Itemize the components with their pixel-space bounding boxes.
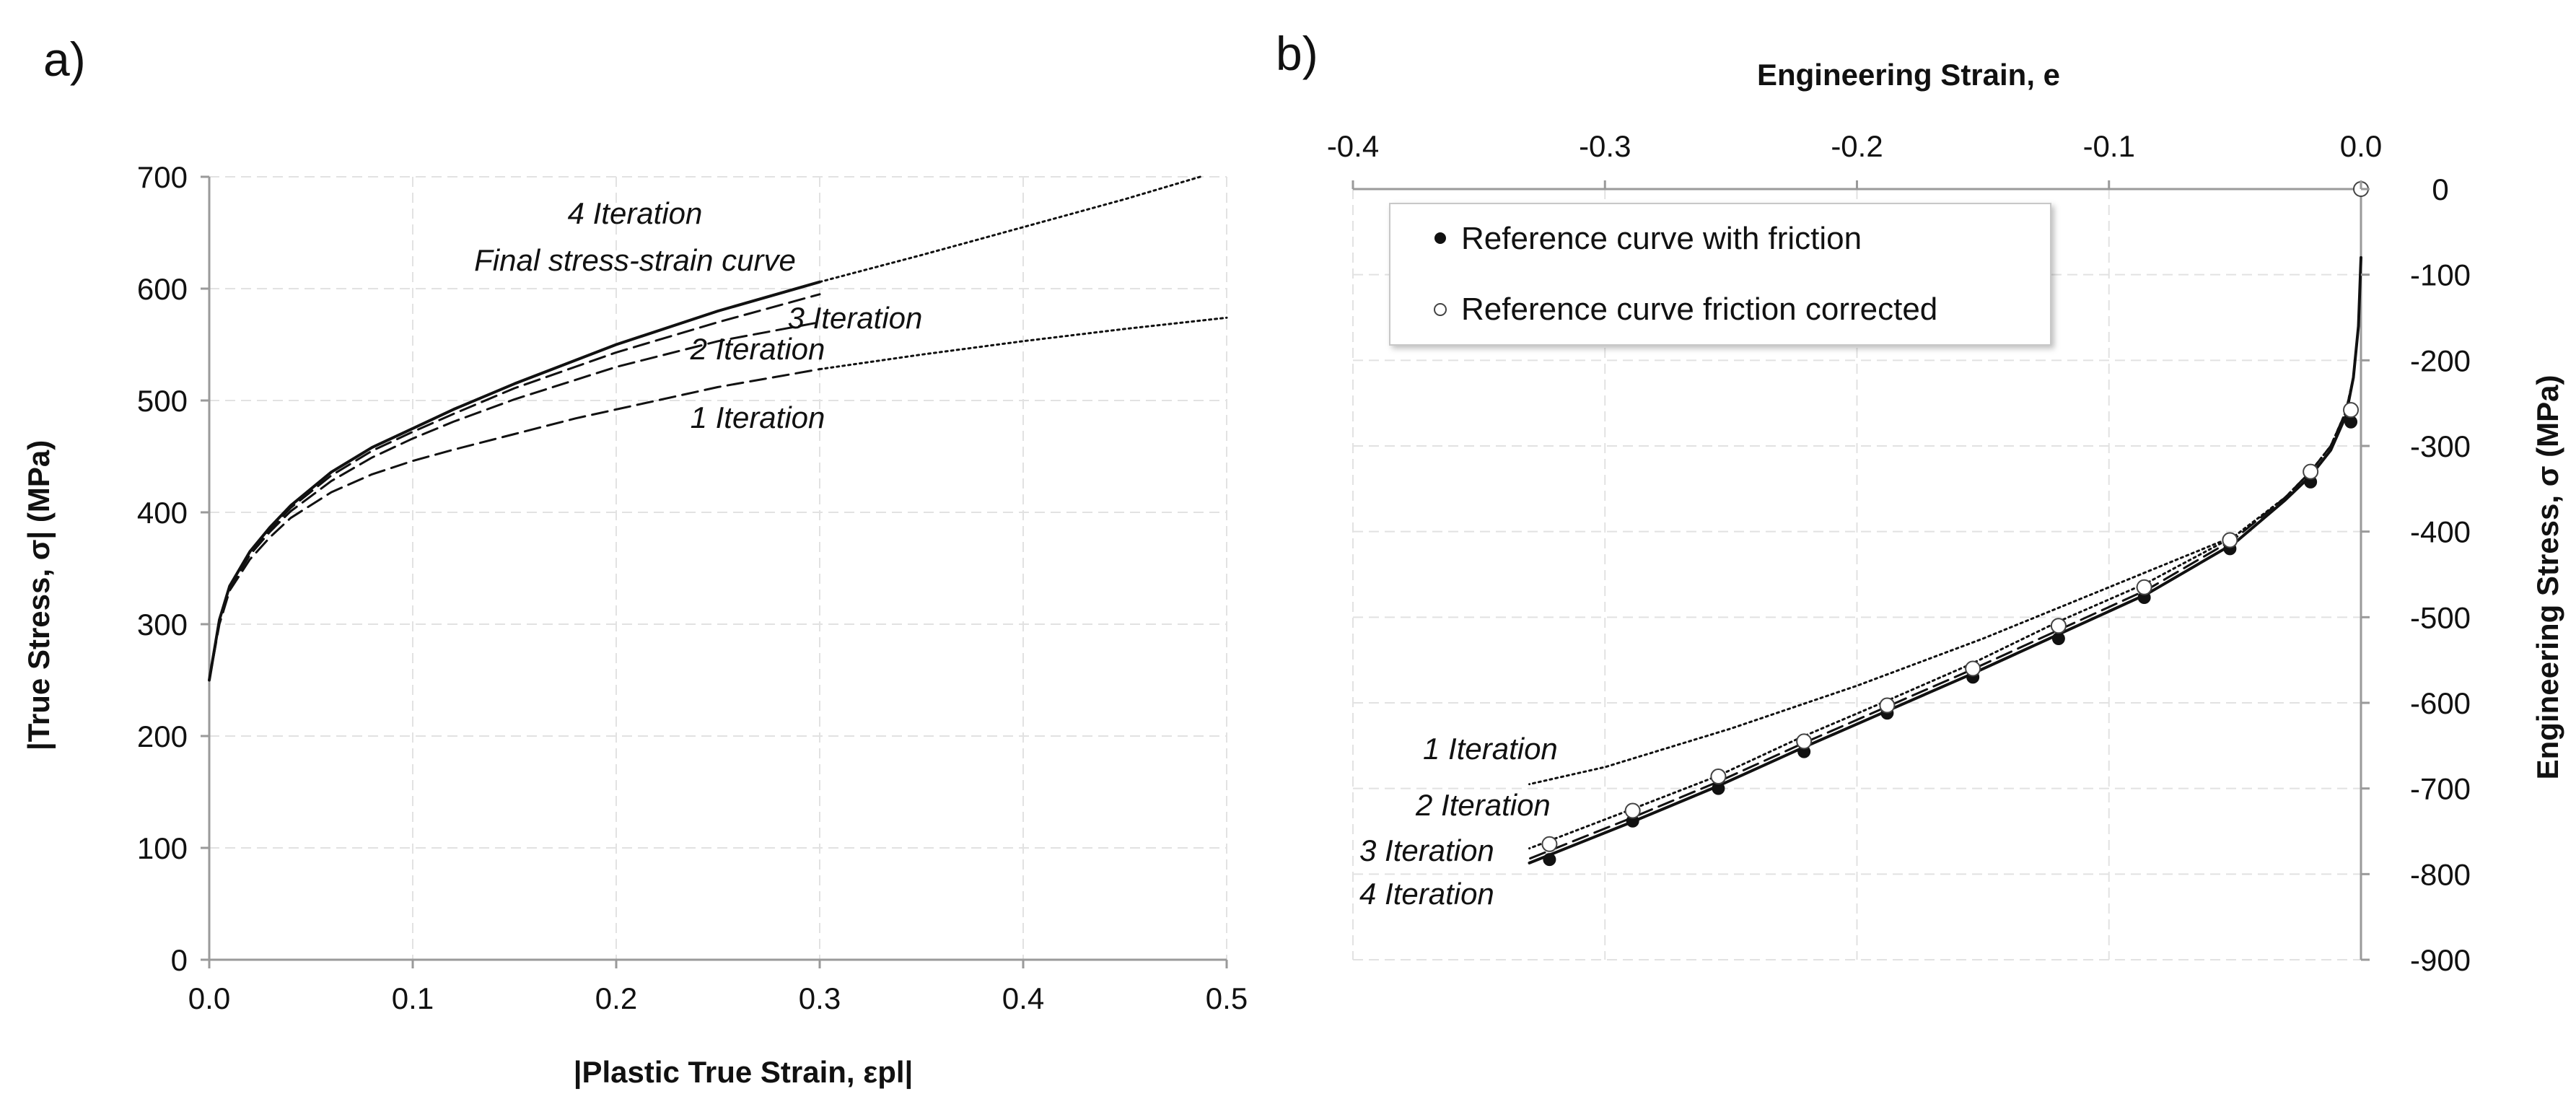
marker-friction-corrected: [1624, 802, 1641, 819]
chart-a-ytick-label: 200: [137, 719, 188, 753]
chart-b: b) -0.4 -0.3 -0.2 -0.1 0.00-100-200-300-400-…: [1276, 27, 2564, 977]
marker-friction-corrected: [2136, 579, 2152, 595]
chart-b-ytick-label: -800: [2410, 857, 2471, 891]
legend-marker-friction-corrected: [1434, 303, 1447, 316]
chart-b-series: [1528, 181, 2369, 867]
chart-a-ylabel: |True Stress, σ| (MPa): [22, 440, 56, 750]
panel-a-label: a): [43, 32, 86, 86]
legend-marker-with-friction: [1434, 232, 1446, 244]
chart-b-xtick-label: -0.3: [1579, 129, 1631, 163]
chart-b-xlabel: Engineering Strain, e: [1757, 58, 2060, 92]
chart-b-series-2-iteration: [1528, 256, 2362, 850]
chart-a-series-1-iteration-extrapolated: [818, 316, 1228, 371]
chart-a-xtick-label: 0.1: [392, 981, 434, 1015]
legend-label-friction-corrected: Reference curve friction corrected: [1461, 292, 1937, 327]
chart-a-xtick-label: 0.5: [1206, 981, 1248, 1015]
chart-b-xtick-label: 0.0: [2340, 129, 2382, 163]
chart-a-ticks: 0 100 200 300 400 500 600 700 0.0 0.1 0.2 0.3 0.4 0.5: [137, 160, 1248, 1015]
chart-a-ytick-label: 500: [137, 384, 188, 418]
chart-a-xtick-label: 0.3: [799, 981, 841, 1015]
marker-with-friction: [1543, 853, 1556, 867]
chart-a-series: [208, 175, 1228, 682]
marker-friction-corrected: [2303, 463, 2319, 480]
marker-friction-corrected: [2222, 532, 2238, 548]
chart-b-annotation-4-iteration: 4 Iteration: [1359, 877, 1494, 911]
marker-friction-corrected: [1796, 733, 1813, 750]
marker-friction-corrected: [1710, 769, 1727, 785]
chart-b-ytick-label: -200: [2410, 343, 2471, 377]
chart-b-annotation-2-iteration: 2 Iteration: [1415, 788, 1551, 822]
chart-a-series-4-iteration: [208, 280, 821, 682]
chart-b-legend-box: [1389, 203, 2051, 346]
chart-b-xtick-label: -0.1: [2083, 129, 2135, 163]
chart-b-ytick-label: -100: [2410, 258, 2471, 292]
chart-b-ytick-label: -400: [2410, 515, 2471, 549]
chart-a-ytick-label: 0: [171, 943, 188, 977]
chart-b-ticks: -0.4 -0.3 -0.2 -0.1 0.0 0 -100 -200 -300 -400 -500…: [1327, 129, 2471, 977]
chart-a-annotation-final-curve: Final stress-strain curve: [474, 243, 796, 277]
chart-b-annotation-3-iteration: 3 Iteration: [1359, 833, 1494, 867]
marker-friction-corrected: [2343, 402, 2360, 419]
chart-a-ytick-label: 400: [137, 496, 188, 530]
chart-b-ytick-label: 0: [2432, 172, 2448, 206]
chart-b-xtick-label: -0.4: [1327, 129, 1379, 163]
panel-b-label: b): [1276, 27, 1318, 80]
chart-a-xtick-label: 0.4: [1002, 981, 1044, 1015]
chart-a-series-final-stress-strain-curve-extrapolated: [818, 175, 1201, 284]
marker-with-friction: [2051, 632, 2065, 645]
chart-b-series-3-iteration: [1528, 256, 2362, 860]
chart-b-series-reference-curve-friction-corrected: [1541, 181, 2369, 852]
chart-a-xlabel: |Plastic True Strain, εpl|: [574, 1055, 914, 1090]
marker-friction-corrected: [2050, 618, 2067, 634]
chart-b-ytick-label: -600: [2410, 686, 2471, 720]
chart-a-annotation-2-iteration: 2 Iteration: [690, 332, 825, 366]
chart-a-series-1-iteration: [208, 368, 821, 681]
chart-b-legend: Reference curve with friction Reference …: [1389, 203, 2051, 346]
marker-friction-corrected: [1965, 660, 1981, 677]
chart-b-ytick-label: -900: [2410, 943, 2471, 977]
marker-with-friction: [1712, 782, 1725, 795]
chart-b-series-reference-curve-with-friction: [1543, 415, 2358, 867]
chart-b-annotation-1-iteration: 1 Iteration: [1423, 732, 1558, 766]
chart-a-grid: [208, 176, 1227, 961]
marker-friction-corrected: [1541, 836, 1558, 852]
marker-friction-corrected: [1879, 697, 1896, 714]
chart-b-series-4-iteration: [1528, 255, 2362, 864]
marker-with-friction: [2344, 415, 2358, 429]
chart-b-ytick-label: -500: [2410, 600, 2471, 634]
chart-b-ytick-label: -700: [2410, 772, 2471, 806]
chart-a-ytick-label: 600: [137, 272, 188, 306]
legend-label-with-friction: Reference curve with friction: [1461, 221, 1862, 256]
chart-a-ytick-label: 700: [137, 160, 188, 194]
chart-a-ytick-label: 100: [137, 831, 188, 865]
chart-a: a) 0 100 200 300 400 500 600 700 0.0 0.1 0.2 0.3 0.4…: [22, 32, 1248, 1090]
chart-b-ylabel: Engineering Stress, σ (MPa): [2531, 375, 2564, 780]
chart-a-ytick-label: 300: [137, 608, 188, 642]
chart-a-annotation-4-iteration: 4 Iteration: [568, 196, 703, 230]
chart-a-xtick-label: 0.0: [188, 981, 230, 1015]
chart-a-xlabel-text: |Plastic True Strain, εpl|: [574, 1055, 914, 1090]
chart-a-annotation-1-iteration: 1 Iteration: [691, 400, 825, 434]
chart-a-annotation-3-iteration: 3 Iteration: [788, 301, 923, 335]
chart-b-ytick-label: -300: [2410, 429, 2471, 463]
chart-a-xtick-label: 0.2: [595, 981, 637, 1015]
chart-b-xtick-label: -0.2: [1831, 129, 1883, 163]
chart-a-series-2-iteration: [208, 321, 821, 681]
